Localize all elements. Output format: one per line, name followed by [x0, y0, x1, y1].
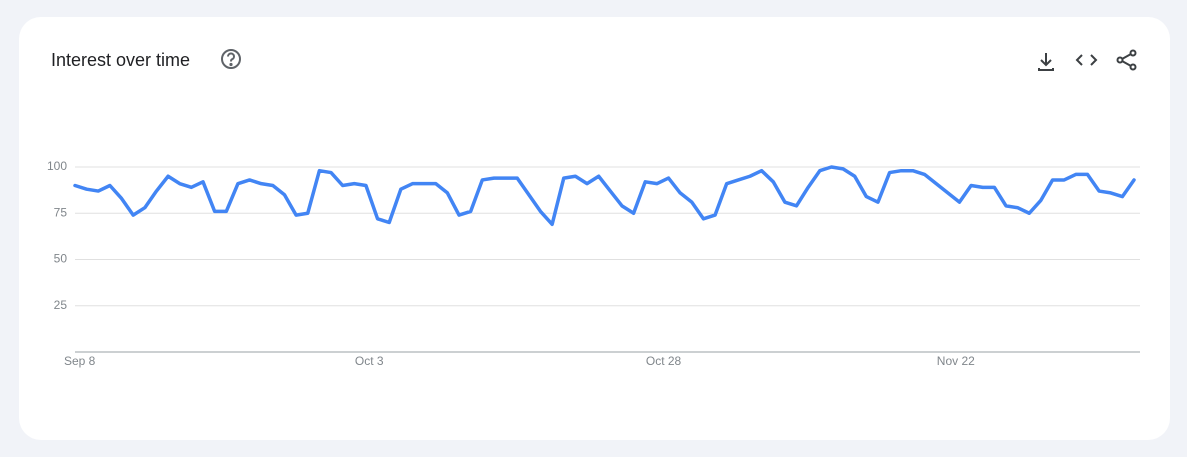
embed-icon[interactable] — [1075, 54, 1098, 66]
card — [19, 17, 1170, 440]
x-tick-label: Oct 28 — [646, 354, 682, 368]
x-tick-label: Sep 8 — [64, 354, 96, 368]
y-tick-label: 25 — [54, 298, 68, 312]
trend-line — [73, 165, 1136, 227]
y-tick-label: 100 — [47, 159, 67, 173]
chart-title: Interest over time — [51, 50, 190, 70]
download-icon[interactable] — [1038, 53, 1054, 71]
share-icon[interactable] — [1116, 49, 1137, 71]
y-tick-label: 50 — [54, 252, 68, 266]
x-tick-label: Nov 22 — [937, 354, 975, 368]
x-tick-label: Oct 3 — [355, 354, 384, 368]
y-tick-label: 75 — [54, 205, 68, 219]
help-icon[interactable] — [221, 49, 241, 69]
